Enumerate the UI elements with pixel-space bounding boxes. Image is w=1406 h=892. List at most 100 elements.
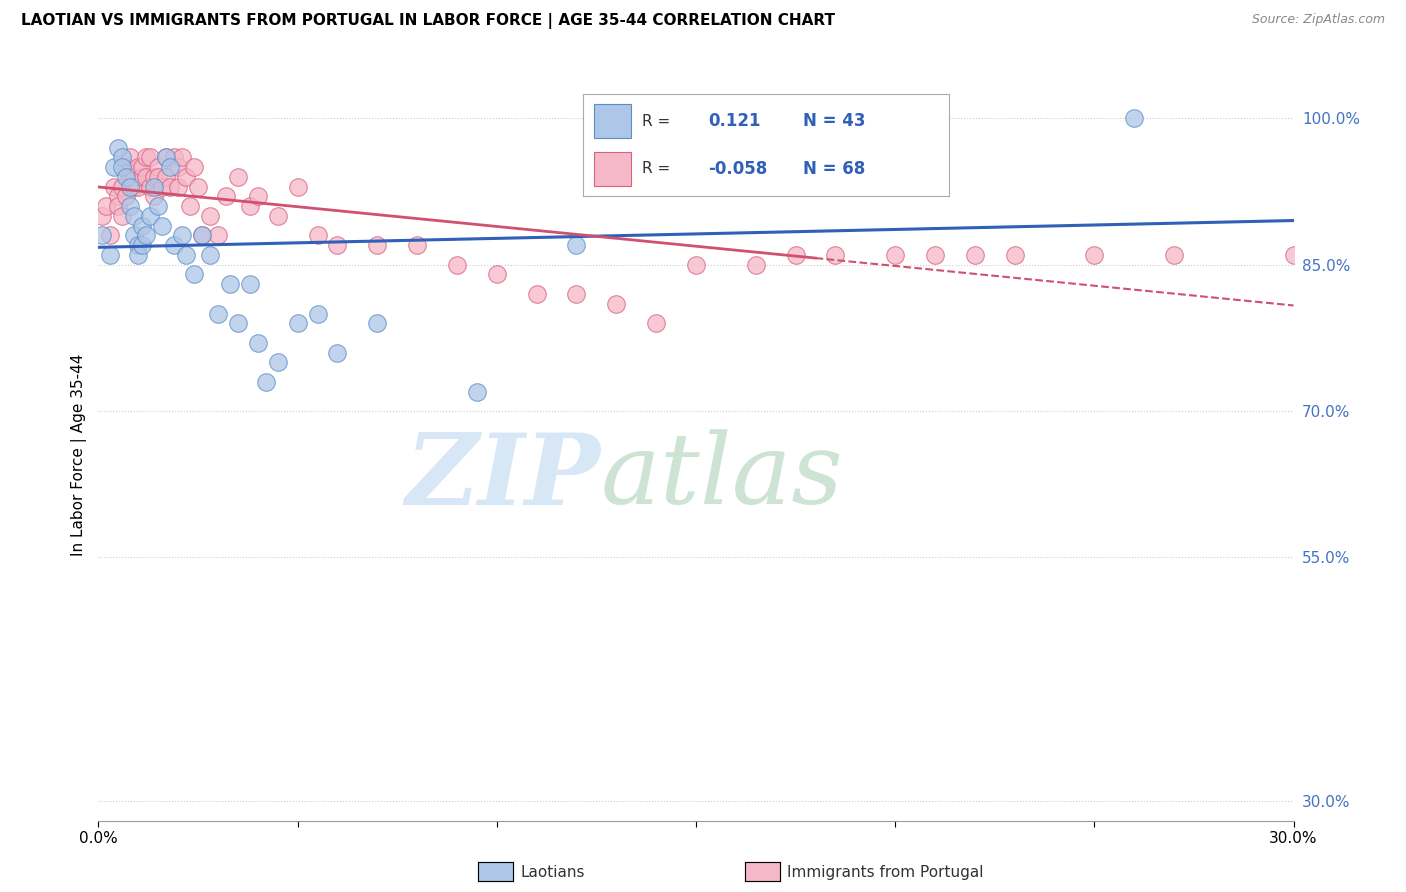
Y-axis label: In Labor Force | Age 35-44: In Labor Force | Age 35-44 [72,354,87,556]
Point [207,306,229,320]
Point [120,179,142,194]
Point [172,151,194,165]
Point [127,179,149,194]
Point [785,248,807,262]
Point [924,112,946,126]
Point [465,384,488,399]
Point [924,248,946,262]
Point [91,228,114,243]
Point [167,160,190,174]
Point [139,151,162,165]
Point [326,345,349,359]
Point [824,248,846,262]
Point [131,238,153,252]
Point [155,169,177,184]
Point [198,209,221,223]
Point [526,287,548,301]
Text: R =: R = [643,161,671,176]
Point [135,151,157,165]
Text: ZIP: ZIP [405,429,600,525]
Point [246,335,269,350]
Point [366,316,388,330]
Point [143,179,166,194]
Point [143,189,166,203]
Point [127,238,149,252]
Text: Source: ZipAtlas.com: Source: ZipAtlas.com [1251,13,1385,27]
Point [287,179,309,194]
Point [148,160,170,174]
Text: 0.121: 0.121 [707,112,761,130]
Point [150,219,173,233]
FancyBboxPatch shape [595,153,631,186]
Point [267,209,290,223]
Text: Laotians: Laotians [520,865,585,880]
Point [135,169,157,184]
Point [120,151,142,165]
Point [226,316,249,330]
Point [143,169,166,184]
Text: -0.058: -0.058 [707,160,768,178]
Point [124,169,146,184]
Point [215,189,238,203]
Point [207,228,229,243]
Text: LAOTIAN VS IMMIGRANTS FROM PORTUGAL IN LABOR FORCE | AGE 35-44 CORRELATION CHART: LAOTIAN VS IMMIGRANTS FROM PORTUGAL IN L… [21,13,835,29]
Point [1004,248,1026,262]
Text: R =: R = [643,114,671,128]
Point [159,179,181,194]
Point [131,169,153,184]
Point [98,248,122,262]
Point [107,189,129,203]
Point [167,179,190,194]
Point [226,169,249,184]
Point [267,355,290,369]
Point [148,199,170,213]
Point [174,248,197,262]
Point [115,189,138,203]
Point [155,151,177,165]
Point [366,238,388,252]
Point [745,258,768,272]
Point [239,199,262,213]
Point [111,151,134,165]
Point [174,169,197,184]
Point [163,151,186,165]
Point [565,287,588,301]
Point [91,209,114,223]
Text: atlas: atlas [600,429,844,524]
Point [131,219,153,233]
Point [124,228,146,243]
Point [172,228,194,243]
Point [287,316,309,330]
Point [485,268,508,282]
Point [120,199,142,213]
Point [124,179,146,194]
Point [239,277,262,292]
Point [1163,248,1185,262]
Text: Immigrants from Portugal: Immigrants from Portugal [787,865,984,880]
Point [1282,248,1305,262]
Point [307,228,329,243]
Point [198,248,221,262]
Point [1083,248,1105,262]
Point [406,238,429,252]
Point [446,258,468,272]
Point [963,248,986,262]
Point [1123,112,1146,126]
Point [155,151,177,165]
Point [127,248,149,262]
Point [254,375,277,389]
Point [183,160,205,174]
Point [107,141,129,155]
Point [246,189,269,203]
Point [307,306,329,320]
Point [645,316,668,330]
Text: N = 68: N = 68 [803,160,865,178]
Point [131,160,153,174]
Point [98,228,122,243]
Point [187,179,209,194]
Point [565,238,588,252]
Text: N = 43: N = 43 [803,112,865,130]
Point [326,238,349,252]
Point [150,179,173,194]
Point [96,199,118,213]
